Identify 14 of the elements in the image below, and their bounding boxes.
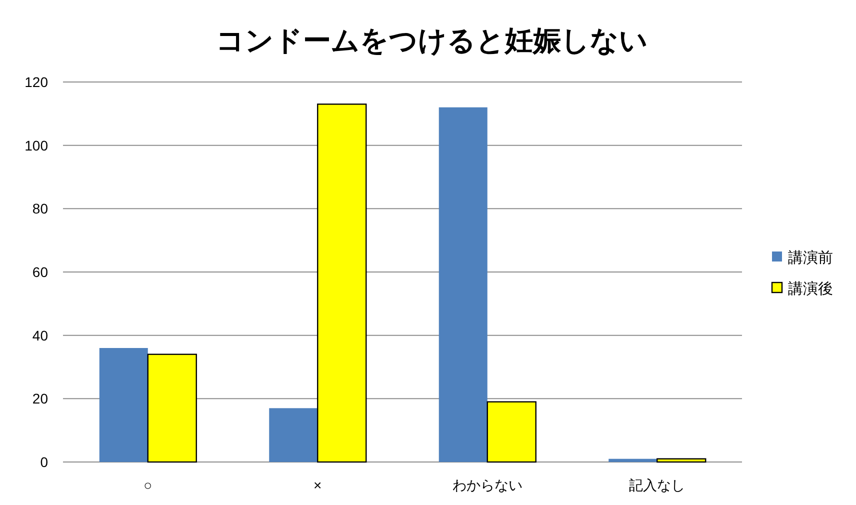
legend-label: 講演後 xyxy=(788,280,833,298)
legend-label: 講演前 xyxy=(788,250,833,266)
y-tick-label: 0 xyxy=(40,454,48,470)
y-tick-label: 80 xyxy=(32,200,48,217)
y-tick-label: 60 xyxy=(32,264,48,280)
title: コンドームをつけると妊娠しない xyxy=(216,25,648,56)
x-tick-label: わからない xyxy=(452,477,522,493)
y-tick-label: 40 xyxy=(32,327,48,344)
x-tick-label: ○ xyxy=(144,477,152,493)
y-tick-label: 100 xyxy=(24,137,48,154)
y-tick-label: 120 xyxy=(24,74,48,90)
x-tick-label: × xyxy=(314,477,322,493)
x-tick-label: 記入なし xyxy=(629,477,686,493)
y-tick-label: 20 xyxy=(32,390,48,407)
